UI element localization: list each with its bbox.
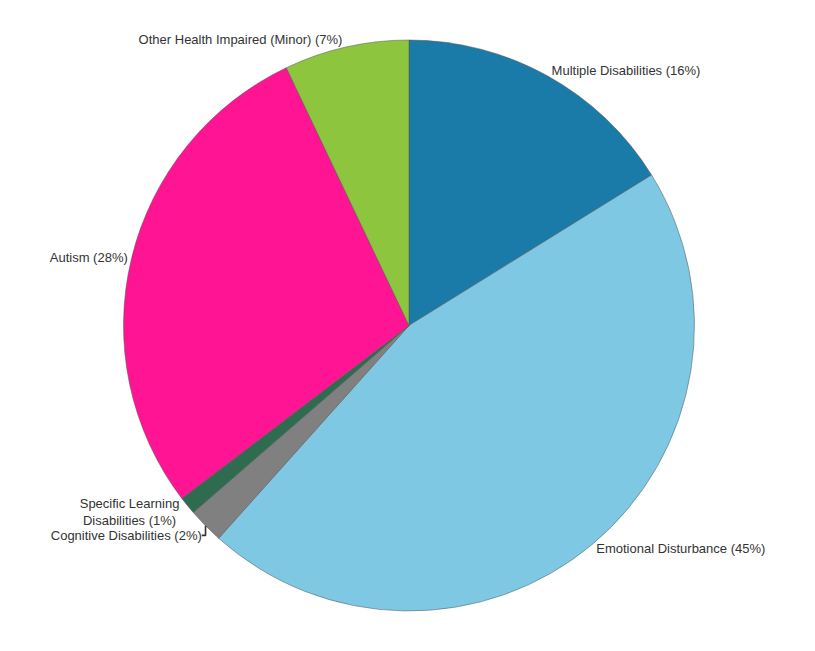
svg-text:Multiple Disabilities (16%): Multiple Disabilities (16%) [552,63,701,78]
svg-text:Specific LearningDisabilities: Specific LearningDisabilities (1%) [80,496,180,528]
svg-text:Cognitive Disabilities (2%): Cognitive Disabilities (2%) [51,528,202,543]
svg-text:Autism (28%): Autism (28%) [50,250,128,265]
svg-text:Emotional Disturbance (45%): Emotional Disturbance (45%) [596,541,765,556]
svg-text:Other Health Impaired (Minor): Other Health Impaired (Minor) (7%) [139,32,343,47]
